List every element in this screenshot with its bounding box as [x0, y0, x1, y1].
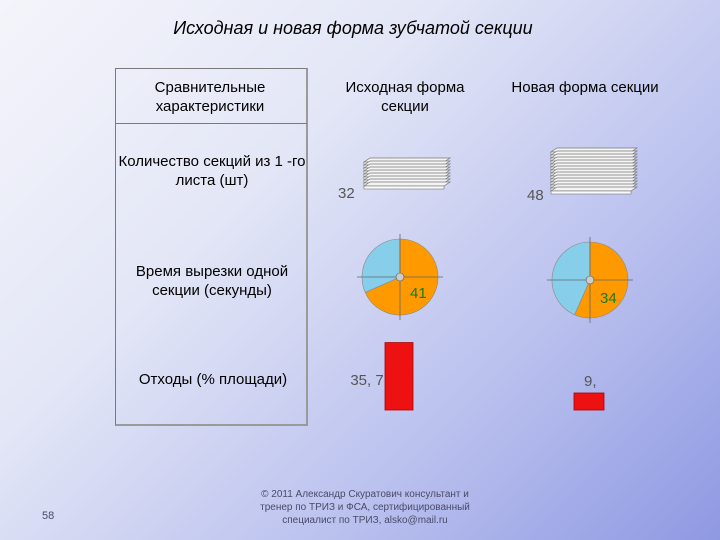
new-cut-time-value: 34 [600, 290, 617, 307]
original-waste-value: 35, 7 [350, 372, 384, 389]
slide-number: 58 [42, 510, 55, 522]
pie-slice [361, 238, 401, 293]
original-sections-value: 32 [338, 185, 355, 202]
sheet-edge [363, 185, 445, 190]
original-cut-time-value: 41 [410, 285, 427, 302]
original-cut-time-pie [357, 234, 443, 320]
new-sections-value: 48 [527, 187, 544, 204]
pie-slice [551, 241, 591, 316]
new-cut-time-pie [547, 237, 633, 323]
waste-bar [573, 392, 605, 411]
table-header-divider [115, 123, 307, 124]
header-new: Новая форма секции [511, 79, 659, 96]
sheet-edge [550, 190, 632, 195]
pie-center [395, 272, 405, 282]
original-sheet-stack-icon [362, 157, 452, 190]
criteria-table-frame [115, 68, 308, 426]
header-original: Исходная форма секции [345, 79, 465, 115]
header-criteria: Сравнительные характеристики [154, 79, 266, 115]
row-label-waste: Отходы (% площади) [138, 371, 288, 388]
sheet [549, 186, 639, 192]
copyright-footer: © 2011 Александр Скуратович консультант … [260, 489, 470, 526]
waste-bar [384, 342, 414, 411]
new-waste-value: 9, [584, 373, 597, 390]
row-label-sections: Количество секций из 1 -го листа (шт) [118, 153, 306, 189]
new-sheet-stack-icon [549, 147, 639, 195]
row-label-cut-time: Время вырезки одной секции (секунды) [135, 263, 289, 299]
waste-bar-chart [384, 342, 605, 411]
slide-title: Исходная и новая форма зубчатой секции [173, 18, 533, 38]
sheet [362, 181, 452, 187]
pie-center [585, 275, 595, 285]
